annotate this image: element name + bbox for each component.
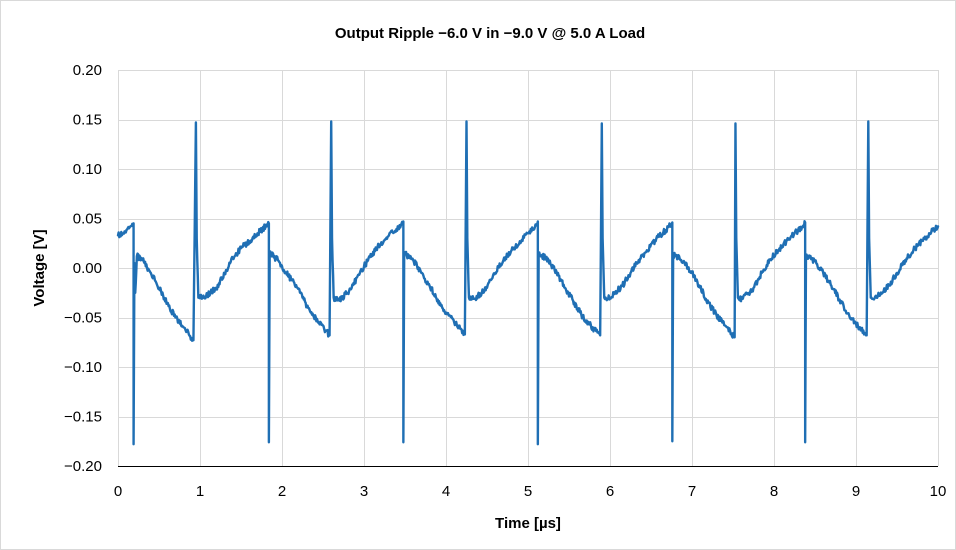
y-axis-label: Voltage [V]	[31, 229, 48, 306]
y-tick-label: 0.15	[73, 112, 102, 129]
x-tick-label: 9	[852, 483, 860, 500]
x-tick-labels: 0 1 2 3 4 5 6 7 8 9 10	[114, 483, 947, 500]
y-tick-label: 0.10	[73, 161, 102, 178]
x-tick-label: 3	[360, 483, 368, 500]
x-tick-label: 6	[606, 483, 614, 500]
y-tick-label: −0.15	[64, 409, 102, 426]
chart-title: Output Ripple −6.0 V in −9.0 V @ 5.0 A L…	[335, 25, 645, 42]
ripple-series-line	[116, 120, 940, 446]
x-axis-label: Time [µs]	[495, 515, 561, 532]
x-tick-label: 5	[524, 483, 532, 500]
x-tick-label: 1	[196, 483, 204, 500]
y-tick-label: 0.05	[73, 211, 102, 228]
x-tick-label: 0	[114, 483, 122, 500]
x-tick-label: 10	[930, 483, 947, 500]
y-tick-label: 0.00	[73, 260, 102, 277]
series-layer	[116, 120, 940, 446]
y-tick-label: −0.05	[64, 310, 102, 327]
x-tick-label: 4	[442, 483, 450, 500]
y-tick-label: −0.10	[64, 359, 102, 376]
x-tick-label: 7	[688, 483, 696, 500]
y-tick-label: −0.20	[64, 458, 102, 475]
grid	[118, 70, 939, 467]
y-tick-labels: 0.20 0.15 0.10 0.05 0.00 −0.05 −0.10 −0.15 −0.20	[64, 62, 102, 475]
x-tick-label: 2	[278, 483, 286, 500]
y-tick-label: 0.20	[73, 62, 102, 79]
x-tick-label: 8	[770, 483, 778, 500]
